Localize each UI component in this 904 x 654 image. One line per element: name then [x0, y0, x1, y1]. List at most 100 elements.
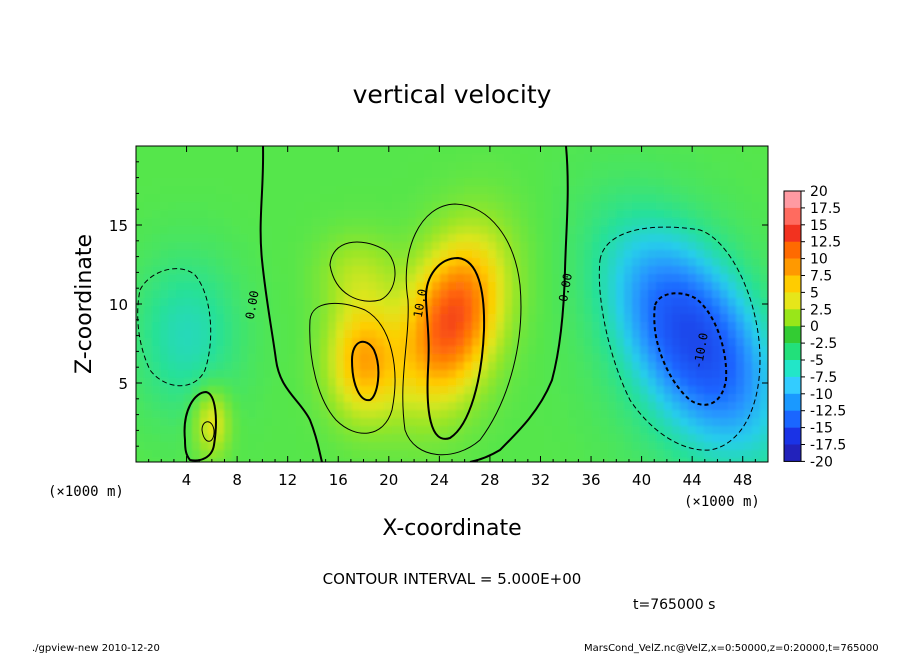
field-cell	[624, 170, 633, 179]
field-cell	[288, 330, 297, 339]
field-cell	[472, 306, 481, 315]
field-cell	[232, 410, 241, 419]
field-cell	[176, 378, 185, 387]
field-cell	[488, 282, 497, 291]
colorbar-swatch	[784, 241, 801, 259]
field-cell	[496, 410, 505, 419]
field-cell	[704, 354, 713, 363]
field-cell	[448, 298, 457, 307]
field-cell	[616, 330, 625, 339]
field-cell	[464, 402, 473, 411]
field-cell	[232, 202, 241, 211]
field-cell	[744, 330, 753, 339]
field-cell	[344, 410, 353, 419]
field-cell	[280, 210, 289, 219]
field-cell	[480, 146, 489, 155]
field-cell	[152, 450, 161, 459]
field-cell	[192, 298, 201, 307]
field-cell	[328, 202, 337, 211]
field-cell	[640, 426, 649, 435]
field-cell	[672, 378, 681, 387]
field-cell	[416, 194, 425, 203]
field-cell	[720, 458, 729, 462]
field-cell	[720, 426, 729, 435]
field-cell	[440, 362, 449, 371]
field-cell	[336, 266, 345, 275]
field-cell	[632, 282, 641, 291]
field-cell	[192, 442, 201, 451]
field-cell	[144, 434, 153, 443]
field-cell	[344, 338, 353, 347]
field-cell	[528, 450, 537, 459]
field-cell	[136, 458, 145, 462]
field-cell	[664, 146, 673, 155]
field-cell	[536, 178, 545, 187]
field-cell	[168, 426, 177, 435]
field-cell	[640, 210, 649, 219]
field-cell	[640, 298, 649, 307]
field-cell	[328, 306, 337, 315]
field-cell	[296, 210, 305, 219]
field-cell	[416, 442, 425, 451]
field-cell	[608, 194, 617, 203]
field-cell	[744, 306, 753, 315]
field-cell	[584, 178, 593, 187]
field-cell	[600, 394, 609, 403]
field-cell	[712, 386, 721, 395]
field-cell	[400, 178, 409, 187]
field-cell	[584, 298, 593, 307]
field-cell	[272, 234, 281, 243]
field-cell	[360, 290, 369, 299]
field-cell	[568, 306, 577, 315]
field-cell	[312, 202, 321, 211]
field-cell	[224, 402, 233, 411]
field-cell	[184, 322, 193, 331]
field-cell	[336, 154, 345, 163]
field-cell	[352, 338, 361, 347]
field-cell	[400, 402, 409, 411]
field-cell	[152, 362, 161, 371]
field-cell	[352, 258, 361, 267]
field-cell	[216, 418, 225, 427]
field-cell	[600, 154, 609, 163]
field-cell	[208, 250, 217, 259]
field-cell	[264, 394, 273, 403]
field-cell	[392, 450, 401, 459]
field-cell	[352, 458, 361, 462]
field-cell	[352, 146, 361, 155]
field-cell	[512, 202, 521, 211]
field-cell	[432, 386, 441, 395]
field-cell	[232, 434, 241, 443]
field-cell	[640, 170, 649, 179]
field-cell	[208, 162, 217, 171]
field-cell	[184, 410, 193, 419]
field-cell	[200, 450, 209, 459]
field-cell	[504, 330, 513, 339]
field-cell	[136, 322, 145, 331]
field-cell	[728, 154, 737, 163]
field-cell	[720, 242, 729, 251]
field-cell	[168, 370, 177, 379]
field-cell	[528, 426, 537, 435]
field-cell	[512, 386, 521, 395]
field-cell	[512, 370, 521, 379]
field-cell	[696, 258, 705, 267]
field-cell	[480, 250, 489, 259]
field-cell	[344, 178, 353, 187]
field-cell	[752, 338, 761, 347]
field-cell	[328, 282, 337, 291]
field-cell	[600, 186, 609, 195]
field-cell	[296, 306, 305, 315]
colorbar-swatch	[784, 410, 801, 428]
field-cell	[624, 250, 633, 259]
field-cell	[136, 218, 145, 227]
field-cell	[216, 346, 225, 355]
field-cell	[416, 314, 425, 323]
field-cell	[568, 370, 577, 379]
field-cell	[168, 218, 177, 227]
field-cell	[392, 162, 401, 171]
field-cell	[296, 442, 305, 451]
field-cell	[544, 146, 553, 155]
field-cell	[456, 378, 465, 387]
field-cell	[160, 386, 169, 395]
